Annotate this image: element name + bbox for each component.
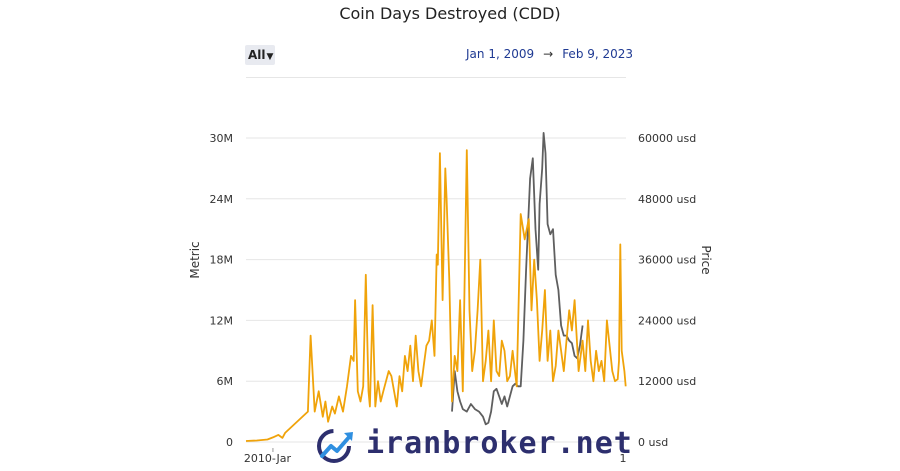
y2-tick-label: 36000 usd [638,254,696,267]
series-line-price [451,131,584,426]
watermark: iranbroker.net [314,424,632,468]
y2-tick-label: 60000 usd [638,132,696,145]
y-axis-label-right: Price [699,245,713,274]
date-from[interactable]: Jan 1, 2009 [466,47,535,61]
range-select-button[interactable]: All▼ [245,45,275,65]
chart-title: Coin Days Destroyed (CDD) [339,4,561,23]
y-axis-left-ticks: 0 6M 12M 18M 24M 30M [210,132,234,449]
y-tick-label: 24M [210,193,234,206]
y-axis-label-left: Metric [188,241,202,278]
y2-tick-label: 48000 usd [638,193,696,206]
date-range: Jan 1, 2009 → Feb 9, 2023 [466,47,633,61]
divider [246,77,626,78]
range-select-label: All [248,48,266,62]
y2-tick-label: 12000 usd [638,375,696,388]
series-group [245,131,627,442]
arrow-right-icon: → [543,47,554,61]
x-tick-label: 1 [620,452,627,465]
watermark-text: iranbroker.net [366,426,633,461]
y-tick-label: 30M [210,132,234,145]
y-tick-label: 12M [210,314,234,327]
caret-down-icon: ▼ [266,52,274,62]
y-tick-label: 18M [210,254,234,267]
y-tick-label: 0 [226,436,233,449]
date-to[interactable]: Feb 9, 2023 [562,47,634,61]
y-tick-label: 6M [217,375,234,388]
y-axis-right-ticks: 0 usd 12000 usd 24000 usd 36000 usd 48000 us… [638,132,696,449]
y2-tick-label: 24000 usd [638,314,696,327]
chart-trend-icon [317,429,353,463]
series-line-metric [245,149,627,442]
x-axis-ticks: 2010-Jar 1 [244,448,627,465]
y2-tick-label: 0 usd [638,436,668,449]
x-tick-label: 2010-Jar [244,452,292,465]
